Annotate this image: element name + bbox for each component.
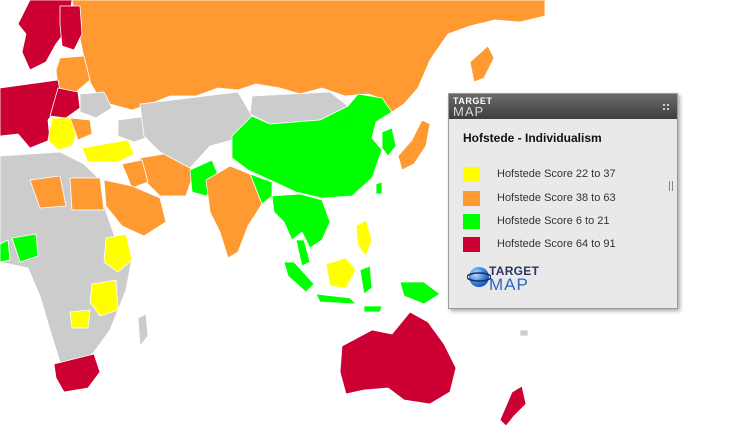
legend-panel: TARGET MAP Hofstede - Individualism Hofs… xyxy=(448,93,678,309)
legend-label: Hofstede Score 38 to 63 xyxy=(497,192,616,204)
legend-item-score-38-63[interactable]: Hofstede Score 38 to 63 xyxy=(463,190,616,206)
logo-text-top: TARGET xyxy=(489,264,540,278)
region-sulawesi[interactable] xyxy=(359,265,373,295)
region-central-asia[interactable] xyxy=(139,91,253,169)
region-south-africa[interactable] xyxy=(53,353,101,393)
legend-swatch xyxy=(463,213,480,229)
scrollbar-grip-icon[interactable] xyxy=(669,181,673,191)
legend-item-score-64-91[interactable]: Hofstede Score 64 to 91 xyxy=(463,236,616,252)
region-timor[interactable] xyxy=(363,305,383,313)
region-ukraine[interactable] xyxy=(79,91,113,119)
legend-header[interactable]: TARGET MAP xyxy=(449,94,677,119)
globe-icon xyxy=(467,267,491,287)
region-philippines[interactable] xyxy=(355,219,373,257)
legend-swatch xyxy=(463,166,480,182)
targetmap-logo[interactable]: TARGET MAP xyxy=(467,262,557,294)
region-china[interactable] xyxy=(231,93,393,199)
legend-label: Hofstede Score 22 to 37 xyxy=(497,168,616,180)
region-egypt[interactable] xyxy=(69,177,105,211)
region-maghreb[interactable] xyxy=(29,175,67,209)
region-india[interactable] xyxy=(205,165,267,259)
region-kamchatka[interactable] xyxy=(469,45,495,83)
region-australia[interactable] xyxy=(339,311,457,405)
header-brand-bottom: MAP xyxy=(453,104,485,119)
region-iraq[interactable] xyxy=(121,159,149,189)
region-new-zealand[interactable] xyxy=(499,385,527,425)
region-madagascar[interactable] xyxy=(137,313,149,347)
region-finland[interactable] xyxy=(59,5,83,51)
region-java[interactable] xyxy=(315,293,357,305)
drag-handle-icon[interactable] xyxy=(663,104,673,114)
legend-swatch xyxy=(463,190,480,206)
region-balkans-east[interactable] xyxy=(69,117,93,141)
region-sumatra[interactable] xyxy=(283,261,315,293)
header-brand-top: TARGET xyxy=(453,96,493,106)
region-arabia[interactable] xyxy=(103,179,167,237)
region-taiwan[interactable] xyxy=(375,181,383,195)
region-russia[interactable] xyxy=(71,0,546,113)
region-korea[interactable] xyxy=(381,127,397,157)
region-east-africa[interactable] xyxy=(103,233,133,273)
region-turkey[interactable] xyxy=(81,139,135,163)
region-southeast-asia[interactable] xyxy=(271,193,331,249)
legend-title: Hofstede - Individualism xyxy=(463,131,602,145)
region-japan[interactable] xyxy=(397,119,431,171)
legend-label: Hofstede Score 6 to 21 xyxy=(497,215,610,227)
legend-label: Hofstede Score 64 to 91 xyxy=(497,238,616,250)
legend-item-score-6-21[interactable]: Hofstede Score 6 to 21 xyxy=(463,213,610,229)
region-new-guinea[interactable] xyxy=(399,281,441,305)
region-east-africa-south[interactable] xyxy=(89,279,119,317)
legend-swatch xyxy=(463,236,480,252)
region-pacific-island[interactable] xyxy=(519,329,529,337)
region-malay-peninsula[interactable] xyxy=(295,239,311,267)
region-nigeria[interactable] xyxy=(11,233,39,263)
region-borneo[interactable] xyxy=(325,257,357,289)
region-west-africa[interactable] xyxy=(0,239,11,263)
logo-text-bottom: MAP xyxy=(489,275,529,294)
region-zambia[interactable] xyxy=(69,309,91,329)
region-central-europe[interactable] xyxy=(49,87,81,119)
legend-item-score-22-37[interactable]: Hofstede Score 22 to 37 xyxy=(463,166,616,182)
